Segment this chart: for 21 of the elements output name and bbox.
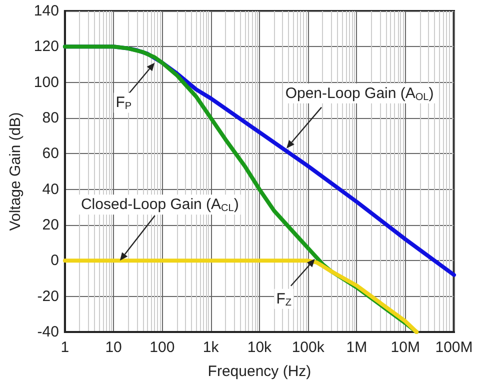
x-tick-label: 1k (202, 339, 220, 356)
x-tick-label: 10k (247, 339, 272, 356)
x-tick-label: 1 (60, 339, 70, 356)
y-tick-label: 100 (34, 74, 59, 91)
x-tick-label: 100M (435, 339, 473, 356)
y-tick-label: -20 (37, 288, 59, 305)
y-axis-title: Voltage Gain (dB) (7, 112, 24, 231)
y-tick-label: 40 (42, 180, 59, 198)
y-tick-label: -40 (37, 324, 59, 340)
y-tick-label: 20 (42, 216, 59, 234)
x-tick-label: 1M (346, 339, 368, 356)
x-tick-label: 100k (292, 339, 325, 356)
y-tick-label: 0 (50, 252, 59, 270)
y-tick-label: 80 (42, 110, 59, 126)
x-tick-label: 100 (150, 339, 175, 356)
x-tick-label: 10 (105, 339, 122, 356)
y-tick-label: 60 (42, 145, 59, 162)
y-tick-label: 120 (34, 38, 59, 56)
x-tick-label: 10M (390, 339, 420, 356)
y-tick-label: 140 (34, 2, 59, 20)
x-axis-title: Frequency (Hz) (208, 363, 312, 380)
